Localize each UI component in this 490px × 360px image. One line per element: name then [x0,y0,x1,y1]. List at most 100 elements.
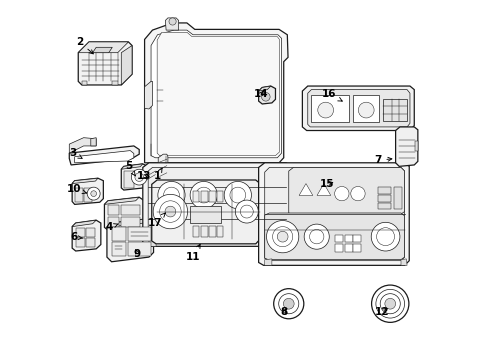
Polygon shape [289,167,405,214]
Circle shape [87,187,100,200]
Text: 12: 12 [375,307,389,317]
Circle shape [351,186,365,201]
Circle shape [230,187,245,203]
Polygon shape [104,197,144,230]
Bar [217,191,223,202]
Text: 5: 5 [125,161,135,176]
Bar [122,217,140,226]
Bar [209,191,216,202]
Bar [394,187,402,210]
Polygon shape [107,219,153,262]
Circle shape [240,205,253,218]
Circle shape [283,298,294,309]
Circle shape [267,221,299,253]
Bar [201,191,208,202]
Bar [217,226,223,237]
Bar [335,234,343,242]
Text: 4: 4 [106,222,119,232]
Bar [383,99,408,121]
Polygon shape [259,86,275,104]
Polygon shape [122,45,132,85]
Circle shape [153,194,188,229]
Bar [191,206,221,223]
Bar [353,234,361,242]
Bar [311,95,349,122]
Circle shape [318,102,334,118]
Bar [124,171,134,188]
Polygon shape [93,47,112,53]
Circle shape [277,231,288,242]
Circle shape [380,294,400,314]
Circle shape [377,228,394,246]
Polygon shape [145,170,157,184]
Circle shape [169,18,176,25]
Bar [344,244,353,252]
Circle shape [196,187,212,203]
Bar [335,244,343,252]
Circle shape [358,102,374,118]
Text: 17: 17 [148,213,165,228]
Bar [353,95,379,122]
Text: 7: 7 [374,155,392,165]
Polygon shape [74,150,134,163]
Polygon shape [69,146,139,165]
Polygon shape [69,138,96,153]
Circle shape [135,173,144,181]
Circle shape [160,201,181,222]
Bar [108,205,119,215]
Polygon shape [302,86,414,131]
Circle shape [335,186,349,201]
Polygon shape [148,167,286,242]
Circle shape [272,226,293,247]
Bar [193,191,199,202]
Polygon shape [166,18,179,30]
Polygon shape [158,154,168,184]
Polygon shape [279,240,286,246]
Circle shape [235,200,258,223]
Circle shape [224,181,251,209]
Polygon shape [72,220,96,226]
Text: 16: 16 [322,89,342,101]
Polygon shape [416,140,418,151]
Circle shape [385,298,395,309]
Circle shape [131,169,147,185]
Bar [128,242,151,256]
Bar [112,227,126,241]
Polygon shape [259,86,271,91]
Polygon shape [82,81,87,85]
Bar [378,195,392,202]
Circle shape [371,222,400,251]
Polygon shape [107,219,148,227]
Polygon shape [259,163,409,265]
Text: 9: 9 [134,248,141,258]
Polygon shape [145,81,152,109]
Circle shape [304,224,329,249]
Polygon shape [270,167,279,240]
Polygon shape [401,259,407,265]
Text: 10: 10 [66,184,87,194]
Text: 14: 14 [254,89,269,99]
Bar [353,244,361,252]
Bar [378,187,392,194]
Bar [84,188,92,202]
Polygon shape [265,167,405,261]
Polygon shape [122,164,147,190]
Polygon shape [122,164,143,169]
Circle shape [376,289,405,318]
Text: 11: 11 [186,244,200,262]
Polygon shape [72,178,103,204]
Polygon shape [78,42,128,53]
Polygon shape [104,197,139,204]
Circle shape [279,294,299,314]
Polygon shape [91,138,96,146]
Polygon shape [299,184,313,195]
Bar [87,228,96,237]
Polygon shape [151,30,282,158]
Bar [112,242,126,256]
Text: 3: 3 [69,148,82,158]
Circle shape [274,289,304,319]
Text: 1: 1 [153,168,162,181]
Circle shape [165,206,176,217]
Circle shape [158,181,185,209]
Polygon shape [72,220,101,251]
